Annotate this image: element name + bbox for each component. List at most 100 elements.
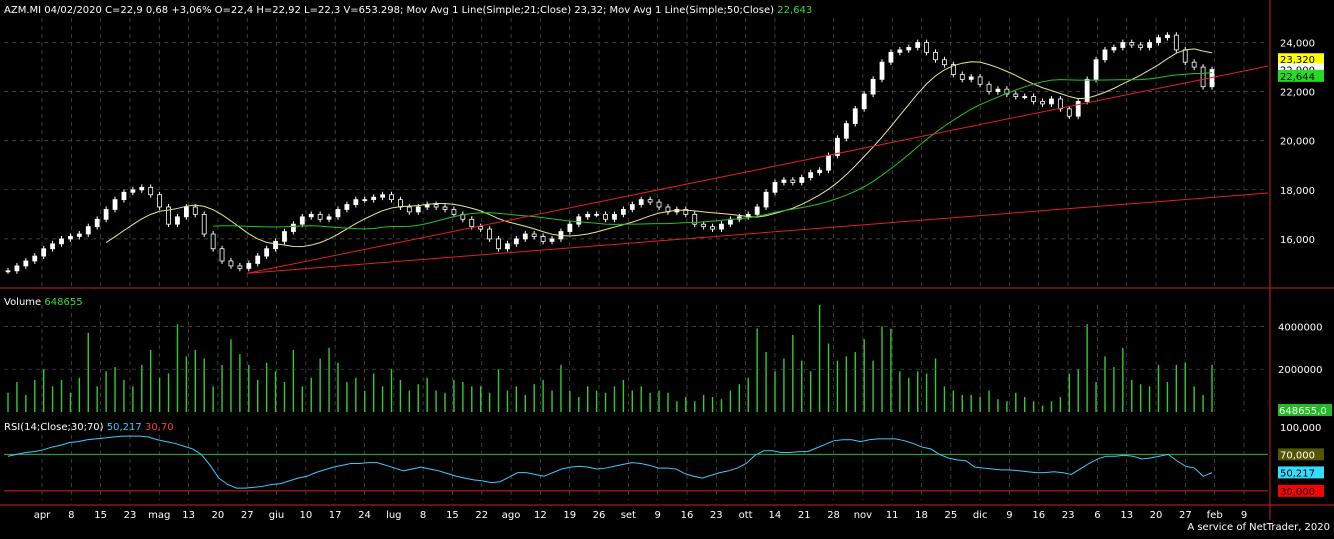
x-tick-label: set [621,510,636,521]
x-tick-label: 24 [358,510,371,521]
candle-body [326,216,332,220]
x-tick-label: giu [269,510,284,521]
y-tick-label: 22,000 [1280,88,1315,99]
x-tick-label: 23 [710,510,723,521]
x-tick-label: 13 [182,510,195,521]
candle-body [335,209,341,218]
candle-body [897,49,903,53]
x-tick-label: 13 [1120,510,1133,521]
x-tick-label: 23 [124,510,137,521]
candle-body [1200,66,1206,88]
rsi-value: 50,217 [106,422,142,433]
candle-body [968,76,974,80]
candle-body [1173,34,1179,51]
x-tick-label: 23 [1062,510,1075,521]
rsi-header: RSI(14;Close;30;70) 50,217 30,70 [4,422,174,433]
candle-body [94,218,100,228]
candle-body [14,265,20,272]
y-tick-label: 24,000 [1280,39,1315,50]
candle-body [148,186,154,196]
x-tick-label: 16 [1032,510,1045,521]
candle-body [959,74,965,80]
rsi-line [7,435,1213,489]
candle-body [1165,34,1170,39]
candle-body [290,223,296,232]
candle-body [754,206,760,215]
candle-body [683,209,689,215]
candle-body [68,236,73,240]
volume-header: Volume 648655 [4,297,83,308]
x-tick-label: 27 [1179,510,1192,521]
candle-body [701,223,707,228]
x-tick-label: 6 [1094,510,1100,521]
candle-body [112,199,118,210]
rsi-tick-label: 50,217 [1280,468,1315,479]
rsi-value-box [1278,466,1324,479]
candle-body [433,204,439,208]
candle-body [852,108,858,124]
candle-body [371,196,377,201]
candle-body [995,88,1001,93]
candle-body [192,206,198,215]
candle-body [790,179,796,183]
candle-body [130,189,136,193]
x-tick-label: 17 [329,510,342,521]
x-tick-label: dic [973,510,988,521]
candle-body [32,255,38,262]
candle-body [478,226,484,230]
candle-body [933,51,938,61]
candle-body [950,64,956,75]
rsi-label: RSI(14;Close;30;70) [4,422,104,433]
candle-body [175,216,180,225]
price-line: AZM.MI 04/02/2020 C=22,9 0,68 +3,06% O=2… [4,5,775,16]
x-tick-label: 15 [94,510,107,521]
candle-body [647,199,653,203]
candle-body [576,216,582,225]
trend-line [247,192,1269,274]
candle-body [1156,37,1161,43]
x-tick-label: 20 [1150,510,1163,521]
candle-body [5,270,11,273]
candle-body [915,42,921,48]
candle-body [1057,98,1063,110]
x-tick-label: apr [34,510,51,521]
candle-body [1182,49,1188,63]
volume-last-box [1278,404,1332,416]
y-tick-label: 16,000 [1280,235,1315,246]
candle-body [344,204,350,210]
x-tick-label: 8 [420,510,426,521]
rsi-value-box [1278,448,1324,461]
candle-body [380,194,385,198]
last-value-box [1278,53,1324,66]
volume-tick-label: 4000000 [1278,322,1323,333]
x-tick-label: 20 [212,510,225,521]
trend-line [247,65,1269,274]
candle-body [826,155,831,171]
candle-body [183,206,189,218]
candle-body [549,238,555,242]
x-tick-label: 26 [593,510,606,521]
candle-body [1111,47,1117,51]
rsi-tick-label: 30,000 [1280,487,1315,498]
candle-body [264,248,270,257]
candle-body [906,47,912,51]
x-tick-label: 9 [1241,510,1247,521]
rsi-tick-label: 70,000 [1280,450,1315,461]
candle-body [442,206,448,210]
candle-body [638,199,644,205]
candle-body [808,172,814,178]
candle-body [1129,42,1135,46]
candle-body [1040,101,1045,105]
volume-tick-label: 2000000 [1278,365,1323,376]
candle-body [835,137,840,156]
ma21-line [105,48,1213,248]
candle-body [1147,42,1152,48]
volume-label: Volume [4,297,42,308]
x-tick-label: 8 [68,510,74,521]
candle-body [157,194,163,208]
candle-body [1191,61,1197,68]
candle-body [103,209,109,220]
candle-body [594,213,600,216]
candle-body [237,265,243,269]
x-tick-label: lug [386,510,401,521]
